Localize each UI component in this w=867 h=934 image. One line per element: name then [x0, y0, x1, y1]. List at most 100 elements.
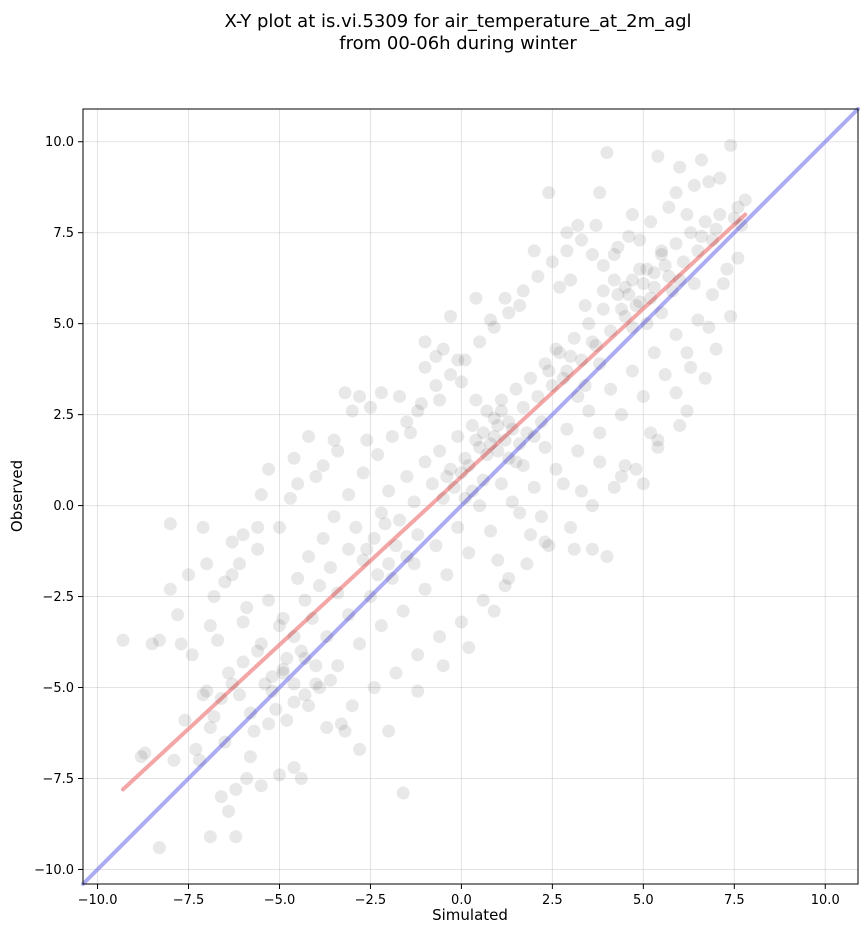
scatter-point [695, 229, 709, 243]
scatter-point [705, 233, 719, 247]
scatter-point [669, 186, 683, 200]
scatter-point [520, 557, 534, 571]
scatter-point [618, 459, 632, 473]
scatter-point [374, 386, 388, 400]
scatter-point [287, 630, 301, 644]
scatter-point [484, 437, 498, 451]
scatter-point [607, 480, 621, 494]
scatter-point [323, 673, 337, 687]
scatter-point [735, 218, 749, 232]
scatter-point [240, 771, 254, 785]
scatter-point [152, 841, 166, 855]
scatter-point [651, 440, 665, 454]
scatter-point [429, 349, 443, 363]
scatter-point [542, 364, 556, 378]
scatter-point [374, 506, 388, 520]
scatter-point [254, 488, 268, 502]
scatter-point [549, 462, 563, 476]
scatter-point [342, 542, 356, 556]
scatter-point [436, 659, 450, 673]
scatter-point [655, 248, 669, 262]
scatter-point [534, 415, 548, 429]
scatter-point [345, 404, 359, 418]
scatter-point [258, 677, 272, 691]
y-tick-label: −5.0 [42, 681, 74, 696]
scatter-point [720, 262, 734, 276]
scatter-point [454, 615, 468, 629]
scatter-point [440, 568, 454, 582]
scatter-point [651, 149, 665, 163]
scatter-point [669, 237, 683, 251]
scatter-point [502, 451, 516, 465]
scatter-point [458, 451, 472, 465]
scatter-point [582, 317, 596, 331]
scatter-point [527, 429, 541, 443]
scatter-point [585, 335, 599, 349]
scatter-point [469, 433, 483, 447]
scatter-point [353, 389, 367, 403]
scatter-point [625, 364, 639, 378]
scatter-point [218, 735, 232, 749]
scatter-point [680, 208, 694, 222]
scatter-point [396, 604, 410, 618]
scatter-point [414, 397, 428, 411]
scatter-point [644, 291, 658, 305]
scatter-point [596, 284, 610, 298]
scatter-point [400, 415, 414, 429]
scatter-point [738, 193, 752, 207]
scatter-point [298, 688, 312, 702]
scatter-point [702, 175, 716, 189]
x-tick-label: 7.5 [724, 893, 745, 908]
scatter-point [280, 651, 294, 665]
scatter-point [229, 830, 243, 844]
scatter-point [636, 389, 650, 403]
scatter-point [469, 393, 483, 407]
scatter-point [294, 644, 308, 658]
scatter-point [553, 280, 567, 294]
scatter-point [436, 342, 450, 356]
x-axis-ticks: −10.0 −7.5 −5.0 −2.5 0.0 2.5 5.0 7.5 10.0 [78, 884, 840, 908]
scatter-point [116, 633, 130, 647]
scatter-point [498, 433, 512, 447]
scatter-point [589, 339, 603, 353]
scatter-point [262, 462, 276, 476]
scatter-point [633, 262, 647, 276]
scatter-point [673, 273, 687, 287]
scatter-point [473, 335, 487, 349]
scatter-point [458, 491, 472, 505]
scatter-point [647, 266, 661, 280]
scatter-point [713, 208, 727, 222]
scatter-point [440, 469, 454, 483]
scatter-point [418, 360, 432, 374]
scatter-point [545, 379, 559, 393]
scatter-point [251, 520, 265, 534]
scatter-point [411, 528, 425, 542]
scatter-point [509, 382, 523, 396]
scatter-point [585, 499, 599, 513]
scatter-point [684, 360, 698, 374]
x-tick-label: 10.0 [811, 893, 840, 908]
scatter-point [465, 419, 479, 433]
scatter-point [502, 415, 516, 429]
scatter-point [473, 440, 487, 454]
y-tick-label: 5.0 [53, 317, 74, 332]
scatter-point [243, 706, 257, 720]
scatter-point [560, 364, 574, 378]
scatter-point [709, 342, 723, 356]
scatter-point [487, 320, 501, 334]
scatter-point [607, 273, 621, 287]
scatter-point [549, 342, 563, 356]
scatter-point [196, 688, 210, 702]
y-tick-label: 10.0 [45, 135, 74, 150]
scatter-point [593, 357, 607, 371]
scatter-point [655, 306, 669, 320]
scatter-point [276, 662, 290, 676]
scatter-point [425, 477, 439, 491]
scatter-point [709, 222, 723, 236]
scatter-point [458, 353, 472, 367]
scatter-point [316, 531, 330, 545]
scatter-point [564, 520, 578, 534]
scatter-point [662, 200, 676, 214]
scatter-point [211, 633, 225, 647]
scatter-point [363, 400, 377, 414]
